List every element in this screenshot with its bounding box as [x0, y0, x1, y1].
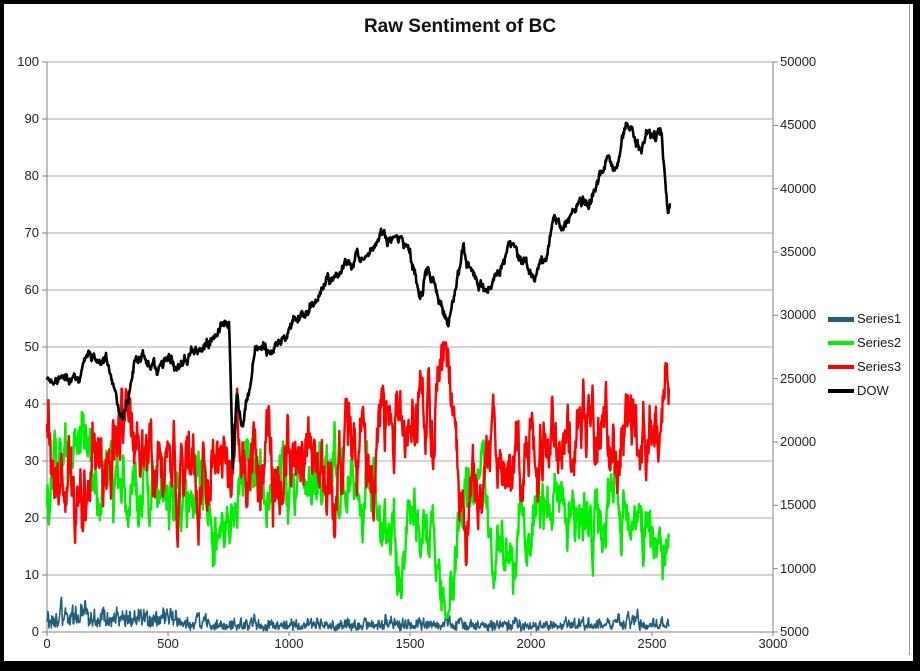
legend-item-series3: Series3: [828, 360, 901, 374]
y-right-tick-label: 45000: [780, 117, 817, 133]
legend-label-dow: DOW: [857, 383, 889, 398]
y-left-tick-label: 10: [24, 567, 39, 582]
legend-swatch-series1: [828, 316, 854, 322]
legend-item-dow: DOW: [828, 384, 889, 398]
series-line-series1: [46, 596, 670, 632]
x-tick-label: 0: [43, 636, 51, 651]
legend-item-series2: Series2: [828, 336, 901, 350]
y-left-tick-label: 70: [24, 225, 39, 240]
x-tick-label: 1500: [395, 636, 425, 651]
y-right-tick-label: 5000: [780, 624, 809, 639]
y-left-tick-label: 20: [24, 510, 39, 525]
x-tick-label: 3000: [758, 636, 788, 651]
series-line-series3: [45, 341, 671, 567]
y-right-tick-label: 20000: [780, 434, 817, 449]
legend-label-series3: Series3: [857, 359, 902, 374]
chart-title: Raw Sentiment of BC: [363, 16, 557, 37]
y-right-tick-label: 35000: [780, 244, 817, 259]
y-left-tick-label: 30: [24, 453, 39, 468]
x-tick-label: 2500: [637, 636, 667, 651]
series-line-dow: [45, 121, 672, 470]
y-right-tick-label: 50000: [780, 54, 817, 69]
legend-swatch-series3: [828, 365, 854, 369]
y-left-tick-label: 100: [17, 54, 39, 69]
x-tick-label: 1000: [274, 636, 304, 651]
y-left-tick-label: 80: [24, 168, 39, 183]
y-right-tick-label: 15000: [780, 497, 817, 513]
legend-label-series2: Series2: [857, 335, 902, 350]
x-tick-label: 2000: [516, 636, 546, 651]
y-left-tick-label: 0: [31, 624, 39, 639]
legend-item-series1: Series1: [828, 312, 901, 326]
legend-label-series1: Series1: [857, 311, 902, 326]
y-left-tick-label: 40: [24, 396, 39, 411]
y-right-tick-label: 10000: [780, 560, 817, 576]
y-left-tick-label: 50: [24, 339, 39, 354]
x-tick-label: 500: [157, 636, 179, 651]
y-left-tick-label: 90: [24, 111, 39, 126]
y-right-tick-label: 30000: [780, 307, 817, 323]
legend-swatch-series2: [828, 341, 854, 345]
series-line-series2: [45, 410, 671, 619]
y-right-tick-label: 40000: [780, 180, 817, 196]
axes: [42, 61, 778, 636]
y-right-tick-label: 25000: [780, 370, 817, 386]
chart-edge-line: [909, 4, 910, 655]
y-left-tick-label: 60: [24, 282, 39, 297]
legend-swatch-dow: [828, 389, 854, 393]
